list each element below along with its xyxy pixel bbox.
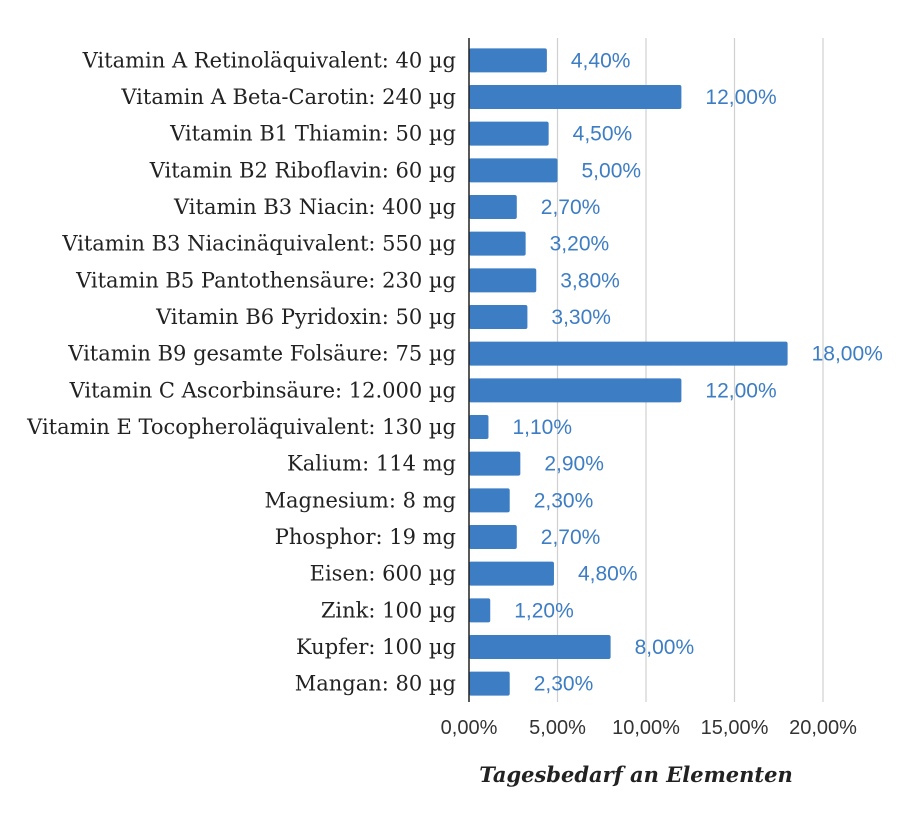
bar	[469, 341, 788, 366]
value-label: 2,30%	[534, 673, 594, 696]
bar	[469, 121, 549, 146]
bar	[469, 305, 528, 329]
value-label: 1,20%	[514, 599, 574, 622]
bar	[469, 635, 611, 659]
value-label: 2,70%	[541, 526, 601, 549]
value-label: 4,80%	[578, 563, 638, 586]
value-label: 2,30%	[534, 489, 594, 512]
bar	[469, 671, 510, 696]
bar	[469, 378, 682, 403]
x-tick-labels: 0,00% 5,00% 10,00% 15,00% 20,00%	[441, 717, 857, 739]
value-label: 2,70%	[541, 196, 601, 219]
value-label: 18,00%	[812, 343, 883, 366]
category-label: Phosphor: 19 mg	[275, 525, 456, 549]
value-label: 3,20%	[550, 233, 610, 256]
bar	[469, 451, 521, 476]
category-label: Kupfer: 100 µg	[296, 635, 456, 659]
value-label: 4,50%	[573, 123, 633, 146]
value-label: 2,90%	[544, 453, 604, 476]
category-label: Vitamin A Retinoläquivalent: 40 µg	[82, 48, 456, 72]
category-label: Kalium: 114 mg	[287, 452, 456, 476]
value-label: 4,40%	[571, 49, 631, 72]
value-label: 3,30%	[551, 306, 611, 329]
x-tick-label: 0,00%	[441, 717, 498, 739]
x-axis-title: Tagesbedarf an Elementen	[479, 762, 793, 787]
category-label: Vitamin C Ascorbinsäure: 12.000 µg	[69, 378, 456, 402]
category-label: Vitamin B3 Niacinäquivalent: 550 µg	[61, 232, 456, 256]
value-labels: 4,40% 12,00% 4,50% 5,00% 2,70% 3,20% 3,80% 3,30…	[512, 49, 882, 695]
bar	[469, 561, 554, 586]
category-label: Vitamin E Tocopheroläquivalent: 130 µg	[26, 415, 456, 439]
category-label: Eisen: 600 µg	[310, 562, 456, 586]
category-label: Vitamin B1 Thiamin: 50 µg	[169, 122, 456, 146]
x-tick-label: 20,00%	[789, 717, 857, 739]
value-label: 1,10%	[512, 416, 572, 439]
value-label: 12,00%	[705, 86, 776, 109]
category-label: Magnesium: 8 mg	[265, 488, 457, 512]
bar	[469, 268, 537, 293]
category-label: Vitamin B6 Pyridoxin: 50 µg	[155, 305, 456, 329]
category-label: Vitamin B5 Pantothensäure: 230 µg	[75, 268, 456, 292]
bars	[469, 48, 788, 696]
category-label: Zink: 100 µg	[321, 598, 456, 622]
bar	[469, 525, 517, 549]
x-tick-label: 5,00%	[529, 717, 586, 739]
value-label: 3,80%	[560, 269, 620, 292]
bar	[469, 488, 510, 513]
bar	[469, 85, 682, 109]
grid-lines	[556, 38, 824, 702]
bar	[469, 48, 547, 73]
category-label: Vitamin B2 Riboflavin: 60 µg	[149, 158, 456, 182]
value-label: 5,00%	[582, 159, 642, 182]
category-label: Vitamin B9 gesamte Folsäure: 75 µg	[67, 342, 456, 366]
category-label: Vitamin A Beta-Carotin: 240 µg	[120, 85, 456, 109]
bar	[469, 158, 558, 183]
category-label: Mangan: 80 µg	[295, 672, 456, 696]
bar	[469, 195, 517, 219]
bar	[469, 598, 491, 623]
value-label: 8,00%	[635, 636, 695, 659]
value-label: 12,00%	[705, 379, 776, 402]
x-tick-label: 15,00%	[701, 717, 769, 739]
bar	[469, 231, 526, 256]
category-label: Vitamin B3 Niacin: 400 µg	[173, 195, 456, 219]
x-tick-label: 10,00%	[612, 717, 680, 739]
bar	[469, 415, 489, 439]
category-labels: Vitamin A Retinoläquivalent: 40 µg Vitami…	[26, 48, 456, 695]
